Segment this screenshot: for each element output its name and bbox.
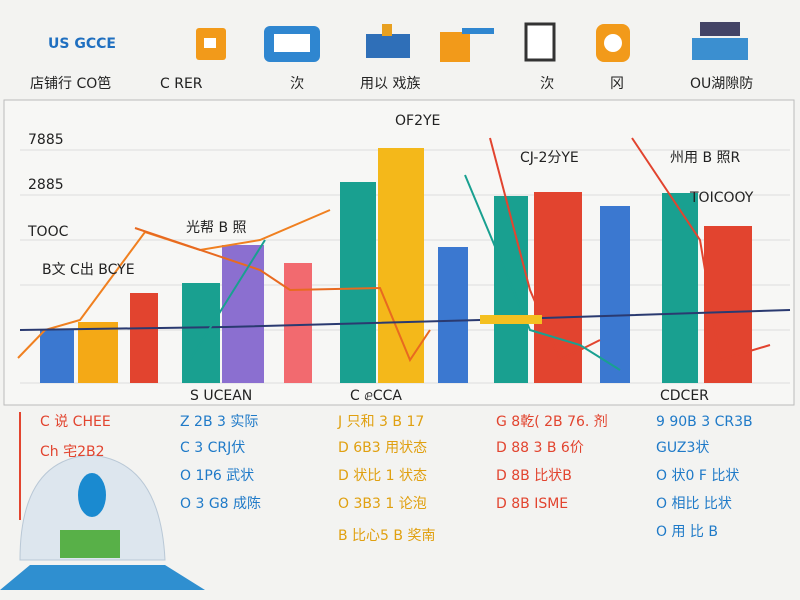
legend-line: D 88 3 B 6价 (496, 440, 584, 456)
group-label: C ⅇCCA (350, 388, 402, 404)
legend-line: O 相比 比状 (656, 496, 732, 512)
toolbar-tab: OU湖隙防 (690, 76, 753, 92)
chart-note: CJ-2分YE (520, 150, 579, 166)
legend-line: B 比心5 B 奖南 (338, 527, 435, 544)
toolbar-tab: 冈 (610, 76, 624, 92)
lines (17, 137, 791, 371)
legend-line: O 3B3 1 论泡 (338, 496, 427, 512)
legend-line: O 用 比 B (656, 524, 718, 540)
toolbar-tab: C RER (160, 76, 203, 92)
toolbar-tab: 店铺行 CO笆 (30, 76, 111, 92)
group-label: CDCER (660, 388, 709, 404)
side-label: 7885 (28, 132, 64, 148)
legend-line: D 6B3 用状态 (338, 440, 427, 456)
legend-line: D 8B 比状B (496, 468, 572, 484)
legend-line: Z 2B 3 实际 (180, 414, 258, 430)
legend-line: D 状比 1 状态 (338, 468, 427, 484)
toolbar-icons (196, 22, 748, 62)
side-label: 2885 (28, 177, 64, 193)
legend-line: Ch 宅2B2 (40, 444, 105, 460)
legend-line: O 1P6 武状 (180, 468, 254, 484)
legend-line: O 状0 F 比状 (656, 468, 739, 484)
toolbar-tab: 㳄 (290, 76, 304, 92)
legend-line: O 3 G8 成陈 (180, 495, 261, 512)
toolbar-tab: 㳄 (540, 76, 554, 92)
legend-line: C 说 CHEE (40, 414, 111, 430)
legend-line: GUZ3状 (656, 440, 709, 456)
chart-title: OF2YE (395, 113, 440, 129)
legend-line: J 只和 3 B 17 (337, 414, 424, 430)
dome-icon (0, 454, 205, 590)
group-label: S UCEAN (190, 388, 252, 404)
chart-note: B文 C出 BCYE (42, 262, 135, 278)
brand: US GCCE (48, 36, 116, 52)
toolbar-tab: 用以 戏族 (360, 76, 420, 92)
chart-note: 州用 B 照R (670, 150, 741, 166)
legend-line: G 8乾( 2B 76. 剂 (496, 414, 608, 430)
legend-line: D 8B ⅠSME (496, 496, 568, 512)
chart-note: 光帮 B 照 (186, 220, 247, 236)
side-label: TOOC (27, 224, 69, 240)
legend-line: C 3 CRJ伏 (180, 440, 245, 456)
chart-note: TOICOOY (689, 190, 754, 206)
legend-line: 9 90B 3 CR3B (656, 414, 753, 430)
